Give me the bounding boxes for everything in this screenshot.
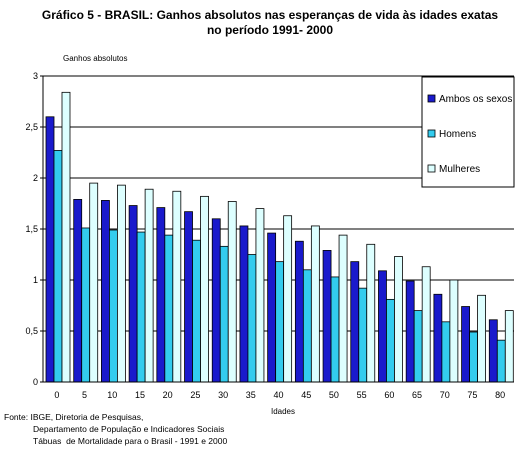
- bar-mulheres: [477, 294, 486, 383]
- bar-homens: [330, 276, 340, 383]
- source-line-1: Fonte: IBGE, Diretoria de Pesquisas,: [4, 412, 144, 422]
- bar-homens: [219, 245, 229, 383]
- x-tick-label: 45: [301, 390, 311, 400]
- bar-homens: [469, 331, 478, 383]
- bar-mulheres: [117, 184, 126, 383]
- bar-ambos-os-sexos: [322, 250, 332, 383]
- bar-ambos-os-sexos: [239, 225, 249, 383]
- bar-ambos-os-sexos: [211, 218, 221, 383]
- bar-ambos-os-sexos: [405, 280, 415, 383]
- bar-homens: [496, 339, 506, 383]
- bar-homens: [275, 261, 285, 383]
- bar-ambos-os-sexos: [350, 261, 360, 383]
- chart-title-line-2: no período 1991- 2000: [207, 23, 333, 37]
- x-tick-label: 80: [495, 390, 505, 400]
- source-note: Fonte: IBGE, Diretoria de Pesquisas, Dep…: [4, 411, 227, 447]
- bars: [45, 91, 514, 383]
- bar-mulheres: [394, 256, 403, 383]
- x-tick-label: 15: [135, 390, 145, 400]
- legend-entry: Mulheres: [439, 164, 480, 175]
- bar-ambos-os-sexos: [184, 211, 193, 383]
- bar-ambos-os-sexos: [267, 232, 277, 383]
- bar-mulheres: [449, 279, 459, 383]
- legend: Ambos os sexos Homens Mulheres: [421, 76, 515, 188]
- x-tick-label: 70: [440, 390, 450, 400]
- bar-mulheres: [255, 208, 265, 383]
- bar-homens: [247, 254, 257, 383]
- legend-swatch: [427, 129, 436, 138]
- y-tick-label: 0: [33, 377, 38, 387]
- bar-homens: [302, 269, 312, 383]
- y-tick-label: 2: [33, 173, 38, 183]
- axes: 00,511,522,530 5 10 15 20 25 30 35 40 45 50 55 60 65 7…: [25, 71, 514, 400]
- bar-homens: [441, 321, 451, 383]
- x-axis-label: Idades: [271, 407, 295, 416]
- x-tick-label: 35: [246, 390, 256, 400]
- bar-ambos-os-sexos: [128, 205, 138, 383]
- bar-mulheres: [421, 266, 431, 383]
- chart-title-line-1: Gráfico 5 - BRASIL: Ganhos absolutos nas…: [42, 8, 498, 22]
- bar-homens: [386, 298, 395, 383]
- source-line-2: Departamento de População e Indicadores …: [33, 424, 225, 434]
- x-tick-label: 30: [218, 390, 228, 400]
- bar-ambos-os-sexos: [433, 293, 443, 383]
- x-tick-label: 20: [163, 390, 173, 400]
- bar-mulheres: [338, 234, 348, 383]
- bar-mulheres: [89, 182, 99, 383]
- x-tick-label: 5: [82, 390, 87, 400]
- bar-mulheres: [200, 195, 209, 383]
- x-tick-label: 25: [190, 390, 200, 400]
- bar-homens: [413, 310, 423, 383]
- x-tick-label: 75: [467, 390, 477, 400]
- bar-ambos-os-sexos: [101, 200, 110, 383]
- bar-mulheres: [504, 310, 514, 383]
- x-tick-label: 50: [329, 390, 339, 400]
- bar-homens: [136, 231, 146, 383]
- bar-ambos-os-sexos: [156, 207, 166, 383]
- bar-mulheres: [144, 188, 154, 383]
- bar-mulheres: [283, 215, 293, 383]
- bar-mulheres: [172, 190, 182, 383]
- x-tick-label: 55: [357, 390, 367, 400]
- bar-homens: [81, 227, 91, 383]
- bar-ambos-os-sexos: [378, 270, 387, 383]
- bar-mulheres: [366, 243, 376, 383]
- x-tick-label: 0: [54, 390, 59, 400]
- y-axis-label: Ganhos absolutos: [63, 54, 128, 63]
- bar-ambos-os-sexos: [488, 319, 498, 383]
- bar-homens: [164, 234, 174, 383]
- bar-ambos-os-sexos: [294, 240, 304, 383]
- bar-ambos-os-sexos: [73, 199, 83, 383]
- y-tick-label: 0,5: [25, 326, 38, 336]
- y-tick-label: 1: [33, 275, 38, 285]
- bar-ambos-os-sexos: [461, 306, 470, 383]
- bar-homens: [109, 229, 118, 383]
- bar-homens: [53, 150, 63, 383]
- bar-homens: [192, 239, 201, 383]
- source-line-3: Tábuas de Mortalidade para o Brasil - 19…: [33, 436, 228, 446]
- bar-homens: [358, 287, 368, 383]
- x-tick-label: 65: [412, 390, 422, 400]
- x-tick-label: 10: [107, 390, 117, 400]
- legend-swatch: [427, 94, 436, 103]
- legend-entry: Ambos os sexos: [439, 94, 512, 105]
- x-tick-label: 40: [273, 390, 283, 400]
- y-tick-label: 1,5: [25, 224, 38, 234]
- legend-box: [421, 76, 515, 188]
- legend-swatch: [427, 164, 436, 173]
- bar-ambos-os-sexos: [45, 116, 55, 383]
- legend-entry: Homens: [439, 129, 476, 140]
- y-tick-label: 3: [33, 71, 38, 81]
- bar-mulheres: [310, 225, 320, 383]
- x-tick-label: 60: [384, 390, 394, 400]
- bar-mulheres: [227, 201, 237, 383]
- y-tick-label: 2,5: [25, 122, 38, 132]
- bar-mulheres: [61, 91, 71, 383]
